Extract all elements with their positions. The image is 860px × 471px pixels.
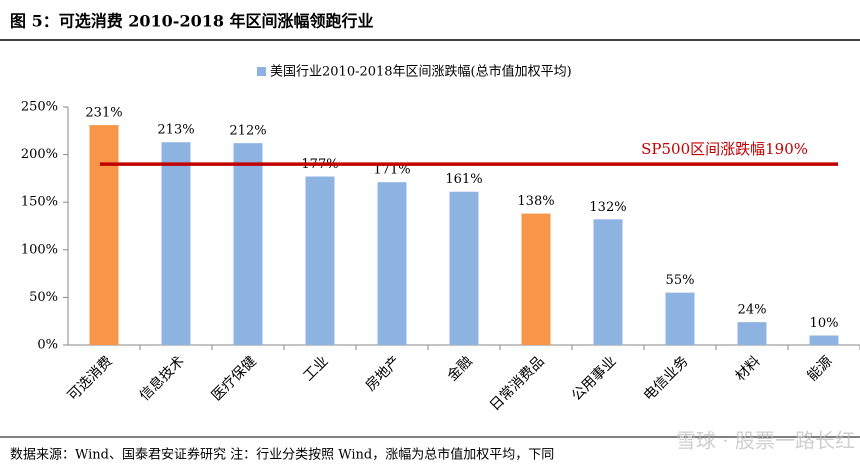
bar bbox=[809, 335, 839, 345]
bar bbox=[593, 219, 623, 345]
bar bbox=[377, 182, 407, 345]
y-tick-label: 100% bbox=[21, 242, 58, 257]
y-tick-label: 50% bbox=[29, 290, 58, 305]
source-note: 数据来源：Wind、国泰君安证券研究 注：行业分类按照 Wind，涨幅为总市值加… bbox=[10, 447, 554, 463]
value-label: 132% bbox=[589, 200, 626, 215]
value-label: 138% bbox=[517, 194, 554, 209]
bar bbox=[233, 143, 263, 345]
bar bbox=[665, 292, 695, 345]
value-label: 213% bbox=[157, 123, 194, 138]
value-label: 10% bbox=[810, 316, 839, 331]
x-tick-label: 可选消费 bbox=[65, 353, 116, 404]
value-label: 171% bbox=[373, 163, 410, 178]
value-label: 55% bbox=[666, 273, 695, 288]
bar bbox=[305, 176, 335, 345]
y-tick-label: 0% bbox=[37, 338, 58, 353]
bar bbox=[737, 322, 767, 345]
y-tick-label: 200% bbox=[21, 147, 58, 162]
value-label: 24% bbox=[738, 303, 767, 318]
watermark: 雪球 · 股票一路长红 bbox=[676, 429, 855, 453]
bar bbox=[161, 142, 191, 345]
x-tick-label: 材料 bbox=[733, 353, 764, 384]
x-tick-label: 医疗保健 bbox=[209, 353, 260, 404]
x-tick-label: 金融 bbox=[445, 353, 476, 384]
y-tick-label: 150% bbox=[21, 195, 58, 210]
x-tick-label: 电信业务 bbox=[641, 353, 692, 404]
bar bbox=[521, 213, 551, 345]
value-label: 161% bbox=[445, 172, 482, 187]
x-tick-label: 信息技术 bbox=[136, 353, 188, 405]
x-tick-label: 公用事业 bbox=[569, 353, 620, 404]
x-tick-label: 房地产 bbox=[363, 353, 404, 394]
value-label: 231% bbox=[85, 106, 122, 121]
reference-label: SP500区间涨跌幅190% bbox=[641, 140, 808, 158]
x-tick-label: 日常消费品 bbox=[487, 353, 548, 414]
bar bbox=[89, 125, 119, 345]
x-tick-label: 工业 bbox=[301, 353, 332, 384]
value-label: 212% bbox=[229, 124, 266, 139]
y-tick-label: 250% bbox=[21, 100, 58, 115]
legend-label: 美国行业2010-2018年区间涨跌幅(总市值加权平均) bbox=[270, 64, 572, 80]
x-tick-label: 能源 bbox=[805, 353, 836, 384]
chart-title: 图 5：可选消费 2010-2018 年区间涨幅领跑行业 bbox=[10, 12, 374, 31]
bar bbox=[449, 191, 479, 345]
legend-swatch bbox=[257, 67, 266, 76]
